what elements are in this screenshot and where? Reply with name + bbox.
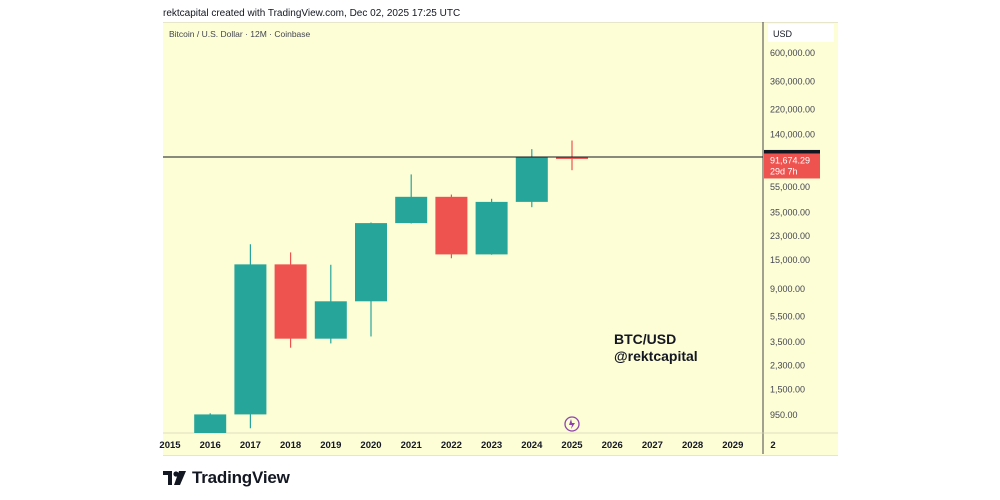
x-tick-label: 2027: [642, 440, 663, 451]
symbol-title: Bitcoin / U.S. Dollar · 12M · Coinbase: [169, 29, 311, 39]
x-tick-label: 2017: [240, 440, 261, 451]
y-tick-label: 600,000.00: [770, 48, 815, 58]
x-tick-label: 2028: [682, 440, 703, 451]
watermark-line-1: BTC/USD: [614, 331, 677, 347]
candle-body[interactable]: [274, 264, 307, 339]
candle-body[interactable]: [355, 223, 387, 302]
candle-body[interactable]: [435, 196, 468, 255]
tradingview-logo-icon: [163, 471, 186, 485]
tradingview-brand: TradingView: [192, 468, 290, 487]
x-tick-label: 2025: [561, 440, 583, 451]
x-tick-label: 2023: [481, 440, 502, 451]
y-tick-label: 2,300.00: [770, 360, 805, 370]
y-tick-label: 15,000.00: [770, 255, 810, 265]
lightning-icon: [569, 419, 575, 429]
chart-attribution: rektcapital created with TradingView.com…: [163, 8, 461, 19]
x-tick-label: 2015: [159, 440, 181, 451]
y-tick-label: 950.00: [770, 410, 798, 420]
y-tick-label: 23,000.00: [770, 231, 810, 241]
y-tick-label: 3,500.00: [770, 337, 805, 347]
x-tick-label: 2029: [722, 440, 743, 451]
candle-body[interactable]: [515, 157, 548, 202]
candle-body[interactable]: [556, 157, 588, 159]
x-tick-label: 2018: [280, 440, 301, 451]
currency-label[interactable]: USD: [773, 29, 793, 39]
y-tick-label: 9,000.00: [770, 284, 805, 294]
x-tick-label: 2016: [200, 440, 221, 451]
x-tick-label: 2021: [401, 440, 423, 451]
watermark-line-2: @rektcapital: [614, 348, 698, 364]
candle-body[interactable]: [314, 301, 347, 339]
jump-to-realtime-icon[interactable]: [564, 416, 580, 432]
y-tick-label: 5,500.00: [770, 311, 805, 321]
watermark-text: BTC/USD @rektcapital: [614, 331, 698, 365]
candle-body[interactable]: [475, 201, 508, 255]
x-tick-label: 2024: [521, 440, 543, 451]
x-tick-label: 2026: [602, 440, 623, 451]
countdown-label: 29d 7h: [770, 166, 798, 176]
x-tick-label: 2020: [360, 440, 381, 451]
y-tick-label: 35,000.00: [770, 208, 810, 218]
y-tick-label: 55,000.00: [770, 182, 810, 192]
tradingview-footer[interactable]: TradingView: [163, 468, 290, 488]
y-tick-label: 1,500.00: [770, 384, 805, 394]
candle-body[interactable]: [395, 196, 428, 224]
y-tick-label: 220,000.00: [770, 104, 815, 114]
x-tick-label: 2: [770, 440, 775, 451]
x-tick-label: 2019: [320, 440, 341, 451]
last-close-label: 91,674.29: [770, 155, 810, 165]
y-tick-label: 140,000.00: [770, 130, 815, 140]
candle-body[interactable]: [234, 264, 267, 415]
last-close-label-bg: [764, 153, 820, 179]
candle-body[interactable]: [194, 414, 227, 433]
x-tick-label: 2022: [441, 440, 462, 451]
y-tick-label: 360,000.00: [770, 77, 815, 87]
currency-label-box[interactable]: [768, 24, 834, 42]
